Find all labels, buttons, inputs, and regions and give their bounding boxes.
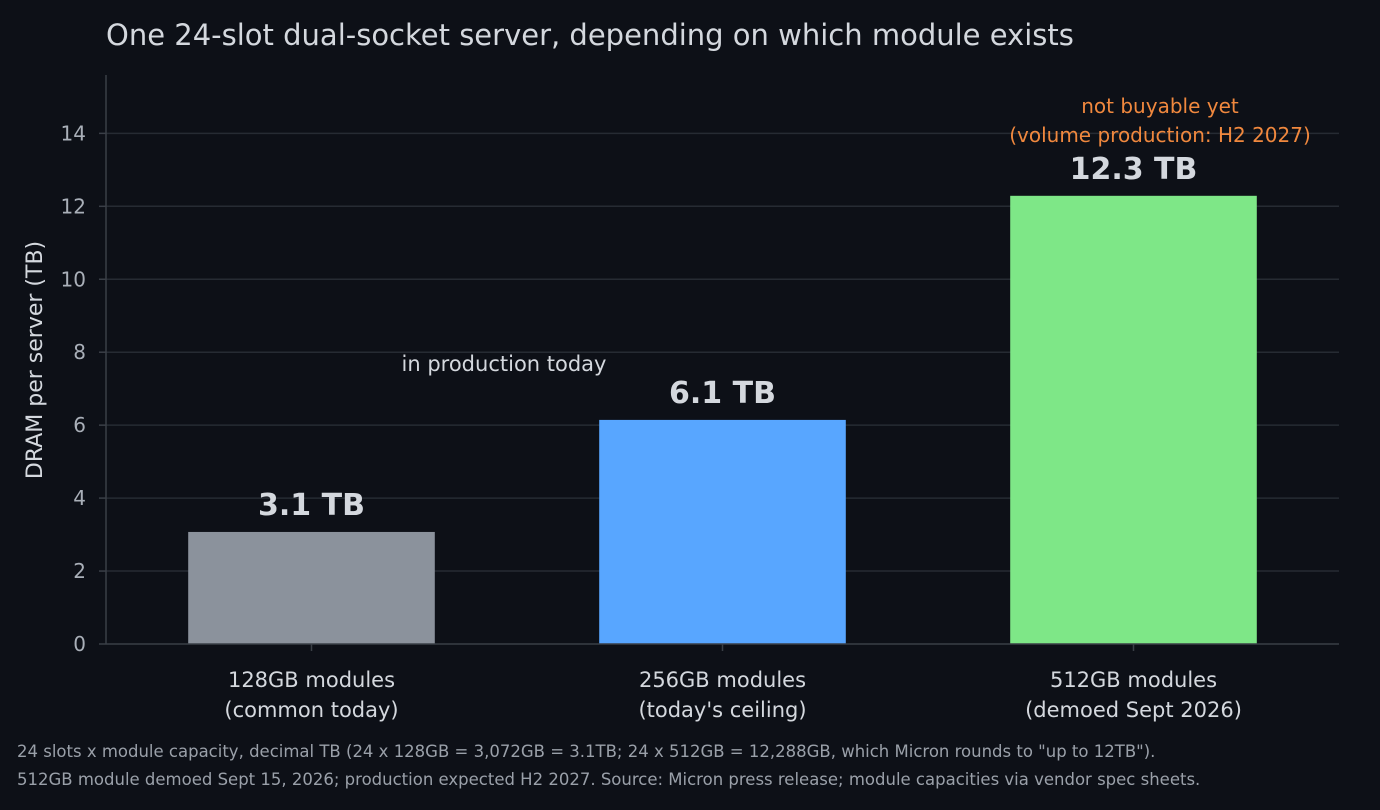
bar-value-label: 6.1 TB <box>669 376 776 411</box>
x-tick-label: (today's ceiling) <box>638 698 806 722</box>
bar <box>599 419 846 644</box>
y-tick-label: 4 <box>73 486 86 510</box>
y-axis-ticks: 0 2 4 6 8 10 12 14 <box>61 121 106 656</box>
y-tick-label: 8 <box>73 340 86 364</box>
footer-line-1: 24 slots x module capacity, decimal TB (… <box>17 742 1156 761</box>
x-tick-label: (demoed Sept 2026) <box>1025 698 1242 722</box>
chart-title: One 24-slot dual-socket server, dependin… <box>106 18 1074 52</box>
y-tick-label: 10 <box>61 267 86 291</box>
x-tick-label: 256GB modules <box>639 668 806 692</box>
x-axis-ticks: 128GB modules (common today) 256GB modules… <box>224 644 1242 722</box>
footer-notes: 24 slots x module capacity, decimal TB (… <box>17 738 1200 794</box>
bar-value-labels: 3.1 TB 6.1 TB 12.3 TB <box>258 152 1197 523</box>
x-tick-label: 128GB modules <box>228 668 395 692</box>
footer-line-2: 512GB module demoed Sept 15, 2026; produ… <box>17 770 1201 789</box>
y-axis-label: DRAM per server (TB) <box>23 241 48 479</box>
y-tick-label: 14 <box>61 121 86 145</box>
bar-value-label: 3.1 TB <box>258 488 365 523</box>
future-note-line2: (volume production: H2 2027) <box>1009 123 1311 147</box>
future-note-line1: not buyable yet <box>1081 94 1239 118</box>
y-tick-label: 12 <box>61 194 86 218</box>
bars <box>188 195 1257 644</box>
y-tick-label: 0 <box>73 632 86 656</box>
bar <box>188 531 435 644</box>
x-tick-label: (common today) <box>224 698 398 722</box>
x-tick-label: 512GB modules <box>1050 668 1217 692</box>
y-tick-label: 6 <box>73 413 86 437</box>
production-note: in production today <box>402 352 607 376</box>
bar-value-label: 12.3 TB <box>1070 152 1198 187</box>
bar <box>1010 195 1257 644</box>
y-tick-label: 2 <box>73 559 86 583</box>
